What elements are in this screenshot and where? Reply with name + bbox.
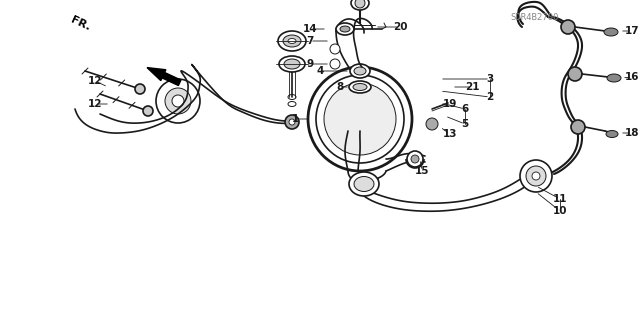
Circle shape	[407, 151, 423, 167]
Polygon shape	[147, 68, 181, 85]
Ellipse shape	[349, 172, 379, 196]
Text: 5: 5	[461, 119, 468, 129]
Text: 4: 4	[316, 66, 324, 76]
Circle shape	[526, 166, 546, 186]
Text: 1: 1	[291, 114, 299, 124]
Circle shape	[330, 59, 340, 69]
Text: 3: 3	[486, 74, 493, 84]
Ellipse shape	[284, 59, 300, 69]
Ellipse shape	[607, 74, 621, 82]
Text: 18: 18	[625, 128, 639, 138]
Circle shape	[330, 44, 340, 54]
Text: 12: 12	[88, 76, 102, 86]
Ellipse shape	[351, 0, 369, 10]
Text: 11: 11	[553, 194, 567, 204]
Ellipse shape	[288, 39, 296, 43]
Circle shape	[324, 83, 396, 155]
Ellipse shape	[336, 23, 354, 35]
Ellipse shape	[279, 56, 305, 72]
Circle shape	[571, 120, 585, 134]
Text: 2: 2	[486, 92, 493, 102]
Circle shape	[561, 20, 575, 34]
Circle shape	[426, 118, 438, 130]
Text: 12: 12	[88, 99, 102, 109]
Circle shape	[355, 0, 365, 8]
Circle shape	[308, 67, 412, 171]
Circle shape	[568, 67, 582, 81]
Ellipse shape	[288, 94, 296, 100]
Circle shape	[143, 106, 153, 116]
Circle shape	[285, 115, 299, 129]
Circle shape	[520, 160, 552, 192]
Circle shape	[532, 172, 540, 180]
Ellipse shape	[606, 130, 618, 137]
Ellipse shape	[283, 35, 301, 47]
Circle shape	[135, 84, 145, 94]
Circle shape	[165, 88, 191, 114]
Ellipse shape	[353, 84, 367, 91]
Ellipse shape	[288, 101, 296, 107]
Text: 20: 20	[393, 22, 407, 32]
Text: 10: 10	[553, 206, 567, 216]
Circle shape	[156, 79, 200, 123]
Text: 9: 9	[307, 59, 314, 69]
Ellipse shape	[278, 31, 306, 51]
Circle shape	[411, 155, 419, 163]
Ellipse shape	[340, 26, 350, 32]
Text: 6: 6	[461, 104, 468, 114]
Text: 17: 17	[625, 26, 639, 36]
Ellipse shape	[354, 67, 366, 75]
Ellipse shape	[354, 176, 374, 191]
Text: 7: 7	[307, 36, 314, 46]
Ellipse shape	[604, 28, 618, 36]
Circle shape	[289, 119, 295, 125]
Text: 13: 13	[443, 129, 457, 139]
Text: 14: 14	[303, 24, 317, 34]
Text: 21: 21	[465, 82, 479, 92]
Text: 8: 8	[337, 82, 344, 92]
Circle shape	[172, 95, 184, 107]
Text: 19: 19	[443, 99, 457, 109]
Ellipse shape	[350, 64, 370, 78]
Circle shape	[316, 75, 404, 163]
Ellipse shape	[349, 81, 371, 93]
Text: 16: 16	[625, 72, 639, 82]
Text: 15: 15	[415, 166, 429, 176]
Text: SDR4B2700: SDR4B2700	[511, 12, 559, 21]
Text: FR.: FR.	[69, 15, 92, 33]
